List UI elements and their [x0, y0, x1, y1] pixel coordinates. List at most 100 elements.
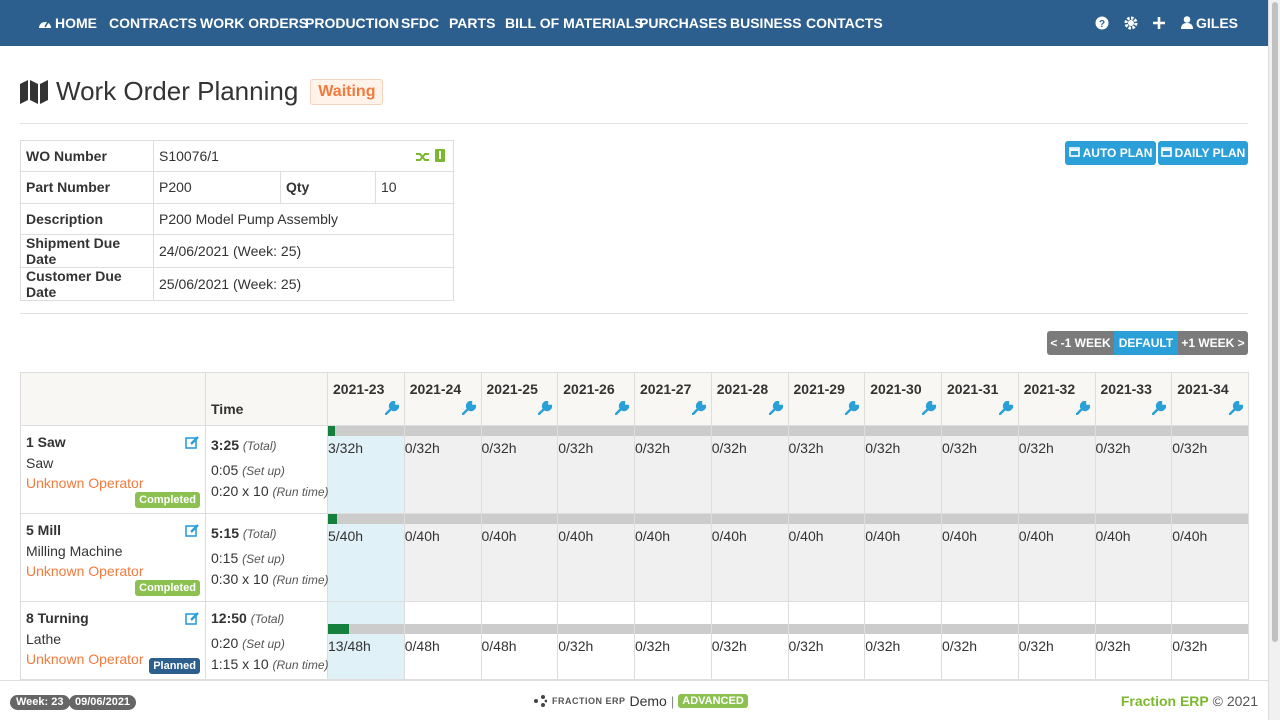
nav-link[interactable]: PRODUCTION [305, 15, 400, 31]
button-label: AUTO PLAN [1082, 146, 1153, 160]
header-row: Time 2021-23 2021-24 2021-25 2021-26 2021-27 2… [20, 372, 1249, 426]
week-nav-button[interactable]: < -1 WEEK [1047, 331, 1114, 355]
capacity-fill [328, 514, 338, 524]
capacity-bar [404, 624, 481, 634]
info-row: Description P200 Model Pump Assembly [20, 202, 454, 235]
week-label: 2021-28 [716, 381, 769, 397]
capacity-cell: 0/32h [557, 425, 635, 514]
week-label: 2021-25 [486, 381, 538, 397]
map-icon [20, 79, 48, 104]
time-note: (Run time) [272, 658, 329, 672]
info-label: Part Number [20, 171, 154, 204]
week-label: 2021-26 [563, 381, 615, 397]
status-label: Completed [135, 492, 200, 508]
capacity-bar [711, 426, 788, 436]
button-label: DAILY PLAN [1174, 146, 1246, 160]
plan-week-icon [614, 400, 630, 418]
brand-name: FRACTION ERP [552, 696, 626, 706]
info-row: WO Number S10076/1 [20, 139, 454, 173]
capacity-cell: 0/32h [710, 601, 789, 680]
capacity-cell: 0/40h [557, 513, 635, 602]
week-label: 2021-24 [409, 381, 462, 397]
capacity-label: 0/32h [558, 440, 594, 456]
plan-badge: ADVANCED [678, 694, 748, 708]
action-button[interactable]: DAILY PLAN [1158, 141, 1248, 165]
capacity-cell: 0/32h [864, 601, 942, 680]
capacity-bar [1172, 514, 1248, 524]
capacity-bar [481, 426, 558, 436]
action-button[interactable]: AUTO PLAN [1065, 141, 1156, 165]
divider [20, 123, 1248, 124]
capacity-bar [788, 624, 865, 634]
time-setup: 0:15 [211, 550, 239, 566]
capacity-label: 0/32h [711, 638, 747, 654]
nav-link[interactable]: CONTACTS [806, 15, 883, 31]
capacity-bar [635, 426, 711, 436]
time-note: (Total) [242, 439, 277, 453]
week-header: 2021-29 [787, 372, 866, 426]
info-table: WO Number S10076/1 Part Number P200 Qty 10 Des… [20, 139, 454, 301]
capacity-bar [711, 514, 788, 524]
week-label: 2021-33 [1100, 381, 1152, 397]
capacity-bar [558, 624, 634, 634]
operation-name: 8 Turning [26, 610, 89, 626]
info-row: Part Number P200 Qty 10 [20, 171, 454, 204]
capacity-fill [328, 426, 336, 436]
capacity-label: 0/40h [865, 528, 901, 544]
status-label: Planned [149, 658, 200, 674]
header-operation [20, 372, 206, 426]
capacity-label: 3/32h [328, 440, 364, 456]
nav-link[interactable]: PARTS [449, 15, 496, 31]
info-label: Qty [280, 171, 376, 204]
time-total: 12:50 [211, 610, 247, 626]
capacity-bar [1172, 426, 1248, 436]
capacity-label: 0/32h [1018, 638, 1054, 654]
capacity-cell: 0/40h [480, 513, 559, 602]
scroll-thumb [1272, 2, 1278, 642]
info-value: S10076/1 [153, 139, 454, 173]
capacity-bar [1018, 426, 1095, 436]
week-header: 2021-34 [1171, 372, 1249, 426]
nav-link[interactable]: WORK ORDERS [200, 15, 309, 31]
capacity-cell: 0/40h [1171, 513, 1249, 602]
time-line: 0:15 (Set up) [211, 550, 322, 571]
capacity-cell: 0/32h [480, 425, 559, 514]
nav-link[interactable]: BUSINESS [730, 15, 802, 31]
operator-name[interactable]: Unknown Operator [26, 651, 144, 667]
separator: | [670, 693, 675, 709]
time-note: (Set up) [242, 464, 285, 478]
capacity-label: 0/32h [865, 638, 901, 654]
capacity-label: 0/32h [1172, 638, 1208, 654]
week-nav-button[interactable]: +1 WEEK > [1178, 331, 1248, 355]
time-note: (Set up) [242, 637, 285, 651]
week-header: 2021-30 [864, 372, 942, 426]
capacity-cell: 0/32h [941, 425, 1019, 514]
capacity-label: 0/32h [1018, 440, 1054, 456]
nav-link[interactable]: PURCHASES [639, 15, 727, 31]
add-icon [1152, 16, 1166, 33]
week-header: 2021-31 [941, 372, 1019, 426]
nav-link[interactable]: CONTRACTS [109, 15, 197, 31]
operator-name[interactable]: Unknown Operator [26, 563, 144, 579]
capacity-bar [328, 514, 404, 524]
status-label: Completed [135, 580, 200, 596]
planning-table: Time 2021-23 2021-24 2021-25 2021-26 2021-27 2… [20, 372, 1249, 680]
week-nav-button[interactable]: DEFAULT [1114, 331, 1178, 355]
capacity-cell: 0/40h [1094, 513, 1173, 602]
nav-link[interactable]: SFDC [401, 15, 440, 31]
capacity-bar [1095, 624, 1172, 634]
user-icon [1181, 16, 1193, 32]
time-line: 1:15 x 10 (Run time) [211, 656, 329, 677]
nav-link[interactable]: BILL OF MATERIALS [505, 15, 644, 31]
nav-link[interactable]: HOME [55, 15, 97, 31]
capacity-label: 0/48h [404, 638, 440, 654]
user-name[interactable]: GILES [1196, 15, 1239, 31]
home-icon [38, 16, 52, 32]
capacity-label: 0/40h [1018, 528, 1054, 544]
week-label: 2021-27 [640, 381, 692, 397]
operator-name[interactable]: Unknown Operator [26, 475, 144, 491]
info-label: Shipment Due Date [20, 233, 154, 268]
capacity-cell: 3/32h [327, 425, 405, 514]
